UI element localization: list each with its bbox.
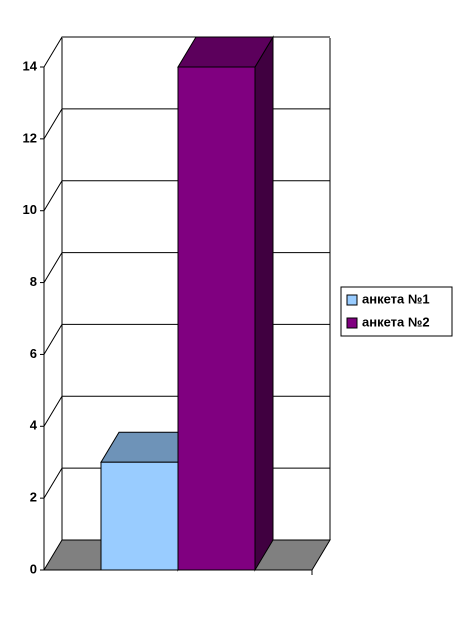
legend-swatch bbox=[346, 317, 358, 329]
y-tick-label: 4 bbox=[30, 418, 38, 433]
y-tick-label: 10 bbox=[23, 202, 37, 217]
y-tick-label: 6 bbox=[30, 346, 37, 361]
legend bbox=[340, 286, 453, 337]
legend-label: анкета №1 bbox=[362, 291, 430, 306]
y-tick-label: 12 bbox=[23, 130, 37, 145]
legend-swatch bbox=[346, 294, 358, 306]
plot bbox=[43, 35, 330, 572]
y-tick-label: 0 bbox=[30, 561, 37, 576]
y-tick-label: 14 bbox=[23, 58, 38, 73]
bar bbox=[177, 66, 256, 571]
y-tick-label: 8 bbox=[30, 274, 37, 289]
bar-side bbox=[254, 35, 274, 572]
bar bbox=[100, 461, 179, 571]
legend-label: анкета №2 bbox=[362, 314, 430, 329]
y-tick-label: 2 bbox=[30, 490, 37, 505]
